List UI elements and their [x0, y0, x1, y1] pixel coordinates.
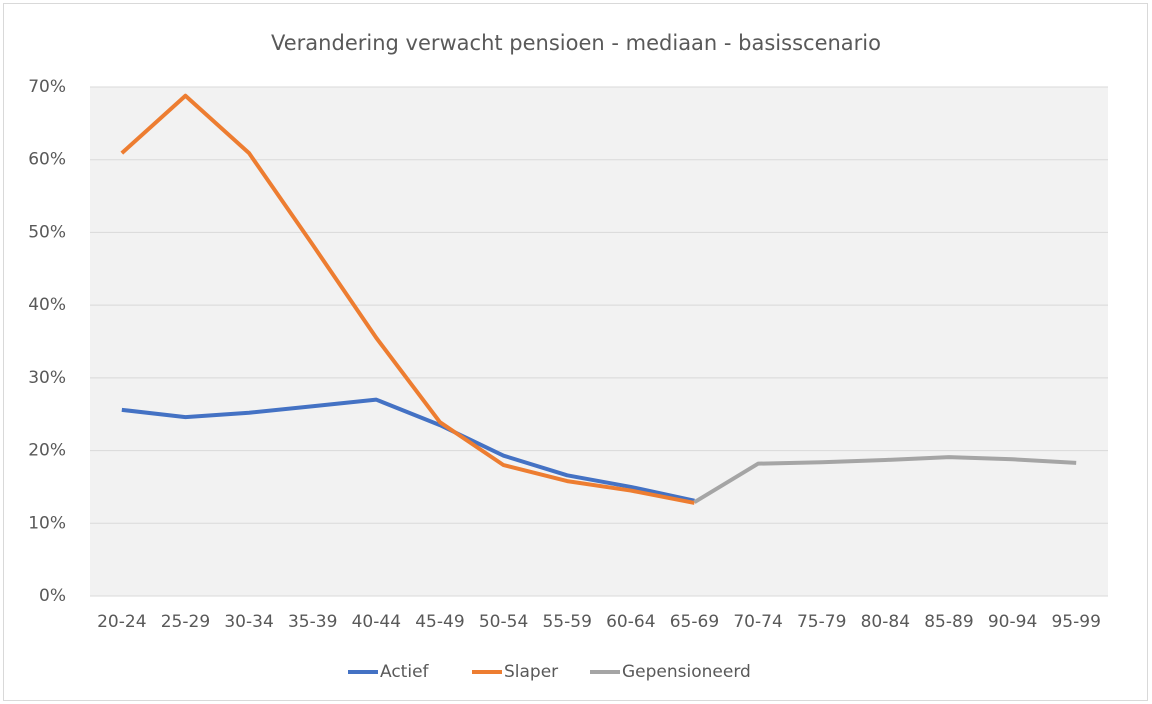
x-tick-label: 25-29 — [161, 612, 210, 632]
line-series — [121, 397, 695, 503]
x-tick-label: 75-79 — [797, 612, 846, 632]
legend-label: Gepensioneerd — [622, 662, 751, 682]
legend-label: Actief — [380, 662, 430, 682]
legend-label: Slaper — [504, 662, 558, 682]
x-tick-label: 80-84 — [861, 612, 910, 632]
x-tick-label: 40-44 — [352, 612, 401, 632]
x-tick-label: 70-74 — [733, 612, 782, 632]
x-tick-label: 60-64 — [606, 612, 655, 632]
x-tick-label: 45-49 — [415, 612, 464, 632]
line-series — [693, 455, 1077, 504]
x-tick-label: 30-34 — [224, 612, 273, 632]
y-tick-label: 70% — [28, 77, 66, 97]
y-tick-label: 50% — [28, 222, 66, 242]
y-tick-label: 60% — [28, 150, 66, 170]
plot-area — [90, 87, 1108, 596]
y-tick-label: 20% — [28, 441, 66, 461]
x-tick-label: 90-94 — [988, 612, 1037, 632]
x-tick-label: 85-89 — [924, 612, 973, 632]
y-tick-label: 30% — [28, 368, 66, 388]
y-tick-label: 40% — [28, 295, 66, 315]
line-series — [120, 93, 695, 505]
x-tick-label: 35-39 — [288, 612, 337, 632]
x-tick-label: 55-59 — [542, 612, 591, 632]
chart-title: Verandering verwacht pensioen - mediaan … — [271, 31, 881, 55]
x-tick-label: 50-54 — [479, 612, 528, 632]
x-tick-label: 20-24 — [97, 612, 146, 632]
y-tick-label: 10% — [28, 513, 66, 533]
x-tick-label: 95-99 — [1051, 612, 1100, 632]
x-tick-label: 65-69 — [670, 612, 719, 632]
y-tick-label: 0% — [39, 586, 66, 606]
